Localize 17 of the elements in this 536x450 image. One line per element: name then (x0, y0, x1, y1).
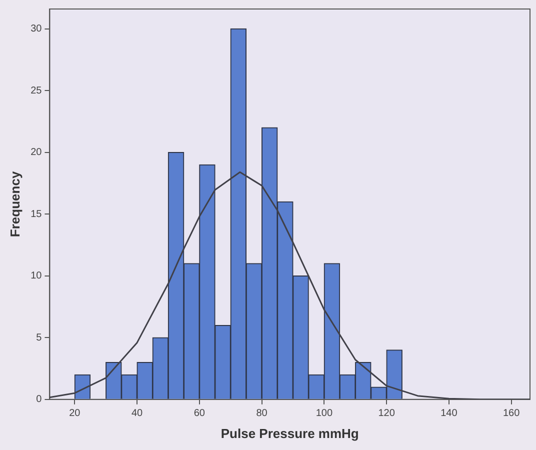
x-tick-label: 80 (256, 408, 268, 420)
x-tick-label: 160 (502, 408, 520, 420)
x-tick-label: 100 (316, 408, 333, 420)
y-axis-title: Frequency (7, 170, 22, 238)
y-tick-label: 30 (30, 24, 42, 35)
y-tick-label: 20 (30, 147, 42, 158)
x-tick-label: 60 (194, 408, 206, 420)
x-tick-label: 20 (69, 408, 81, 420)
x-tick-label: 40 (131, 408, 144, 420)
x-tick-label: 140 (440, 408, 458, 420)
x-axis-title: Pulse Pressure mmHg (220, 426, 359, 441)
x-tick-label: 120 (378, 408, 396, 420)
y-tick-label: 25 (30, 85, 42, 96)
y-tick-label: 0 (36, 394, 42, 406)
y-tick-label: 15 (30, 208, 42, 220)
y-tick-label: 5 (36, 332, 42, 344)
y-tick-label: 10 (30, 270, 42, 282)
